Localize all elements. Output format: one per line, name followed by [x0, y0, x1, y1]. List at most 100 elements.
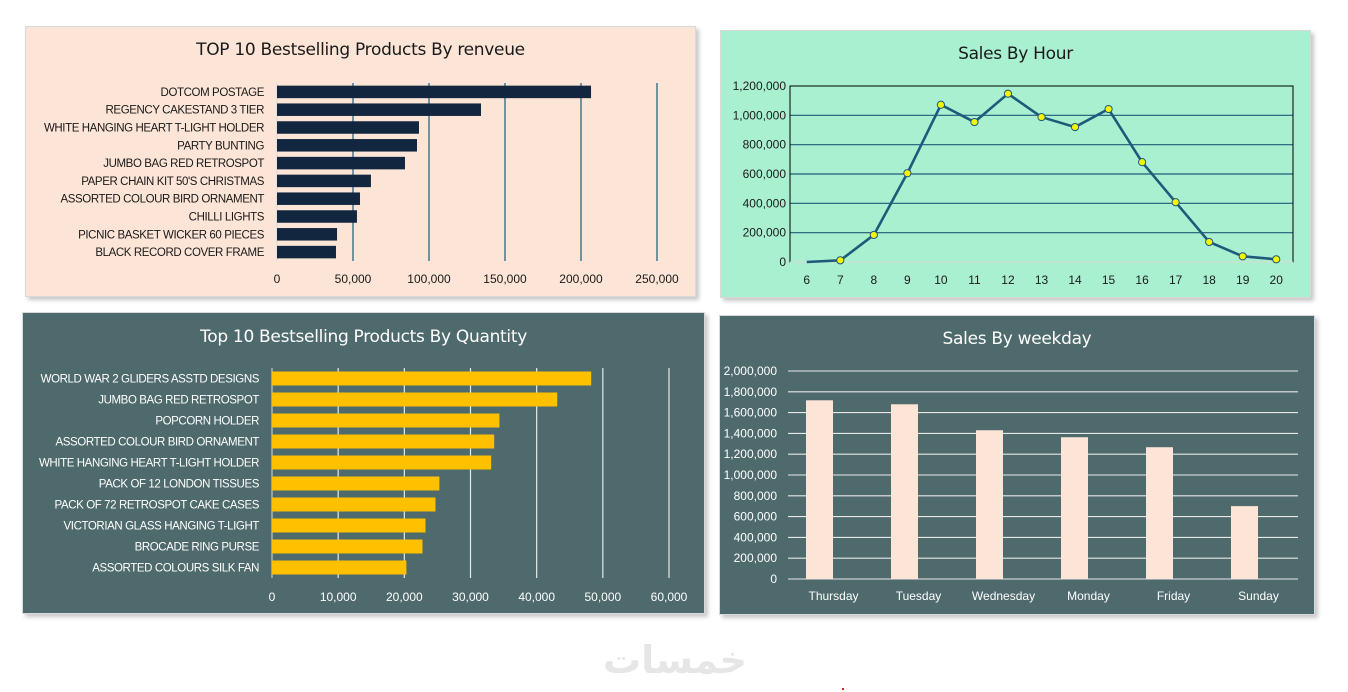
category-label: ASSORTED COLOUR BIRD ORNAMENT: [60, 194, 264, 206]
x-tick-label: 7: [837, 273, 844, 287]
data-point: [1003, 89, 1013, 98]
x-tick-label: Thursday: [808, 589, 858, 603]
bar: [277, 156, 405, 170]
bar: [272, 497, 436, 512]
bar: [272, 560, 407, 575]
revenue-chart-title: TOP 10 Bestselling Products By renveue: [196, 40, 525, 60]
category-label: BLACK RECORD COVER FRAME: [95, 247, 264, 259]
y-tick-label: 1,600,000: [724, 406, 778, 420]
data-point: [936, 100, 945, 109]
weekday-chart-svg: 0 200,000 400,000 600,000 800,000 1,000,000 1,…: [724, 364, 1298, 603]
x-tick-label: 13: [1035, 273, 1049, 287]
category-label: PARTY BUNTING: [177, 140, 264, 152]
category-label: JUMBO BAG RED RETROSPOT: [103, 158, 264, 170]
y-tick-label: 1,000,000: [724, 468, 778, 482]
x-tick-label: 30,000: [452, 590, 489, 604]
revenue-chart-panel: TOP 10 Bestselling Products By renveue D…: [25, 26, 696, 297]
x-tick-label: 8: [870, 273, 877, 287]
data-point: [1171, 198, 1180, 207]
x-tick-label: 50,000: [335, 272, 372, 286]
bar: [272, 539, 423, 554]
x-tick-label: 20: [1270, 273, 1284, 287]
x-tick-label: 10: [934, 273, 948, 287]
watermark-logo: خمسات: [603, 638, 747, 682]
data-point: [836, 256, 845, 265]
data-point: [869, 230, 878, 240]
bar: [272, 392, 558, 407]
x-tick-label: 19: [1236, 273, 1250, 287]
data-point: [1272, 255, 1281, 264]
category-label: POPCORN HOLDER: [155, 416, 259, 428]
data-point: [970, 117, 979, 127]
hour-chart-svg: 0 200,000 400,000 600,000 800,000 1,000,000 1,…: [733, 79, 1294, 287]
bar: [277, 121, 419, 134]
category-label: REGENCY CAKESTAND 3 TIER: [106, 105, 265, 117]
y-tick-label: 800,000: [743, 138, 787, 152]
quantity-chart-svg: WORLD WAR 2 GLIDERS ASSTD DESIGNS JUMBO B…: [39, 368, 688, 604]
x-tick-label: 0: [269, 590, 276, 604]
x-tick-label: 150,000: [483, 272, 527, 286]
category-label: PACK OF 12 LONDON TISSUES: [99, 479, 260, 491]
data-point: [1138, 158, 1147, 167]
y-tick-label: 200,000: [743, 226, 787, 240]
category-label: WHITE HANGING HEART T-LIGHT HOLDER: [44, 123, 264, 135]
x-tick-label: 11: [968, 273, 981, 287]
y-tick-label: 1,200,000: [724, 447, 778, 461]
hour-chart-panel: Sales By Hour 0 200,000 400,000 600,000 800,…: [720, 30, 1311, 298]
category-label: PICNIC BASKET WICKER 60 PIECES: [78, 229, 265, 241]
y-tick-label: 0: [770, 572, 777, 586]
bar: [277, 210, 357, 223]
data-point: [1070, 122, 1080, 132]
bar: [976, 430, 1003, 579]
bar: [277, 103, 481, 116]
bar: [272, 455, 492, 470]
category-label: BROCADE RING PURSE: [135, 542, 260, 554]
y-tick-label: 800,000: [734, 489, 778, 503]
y-tick-label: 0: [779, 255, 786, 269]
x-tick-label: 14: [1068, 273, 1082, 287]
data-point: [1238, 252, 1247, 261]
x-tick-label: 20,000: [386, 590, 423, 604]
quantity-chart-panel: Top 10 Bestselling Products By Quantity …: [22, 312, 705, 614]
bar: [277, 174, 371, 188]
y-tick-label: 1,800,000: [724, 385, 778, 399]
x-tick-label: 9: [904, 273, 911, 287]
x-tick-label: 40,000: [518, 590, 555, 604]
x-tick-label: Tuesday: [896, 589, 942, 603]
x-tick-label: 60,000: [651, 590, 688, 604]
category-label: ASSORTED COLOUR BIRD ORNAMENT: [55, 437, 259, 449]
bar: [277, 85, 592, 99]
x-tick-label: 17: [1169, 273, 1183, 287]
bar: [272, 371, 592, 386]
bar: [272, 476, 440, 491]
bar: [277, 139, 417, 152]
data-point: [1104, 104, 1113, 114]
data-point: [903, 169, 912, 178]
red-dot-artifact: [842, 688, 844, 690]
bar: [277, 245, 336, 259]
x-tick-label: 100,000: [407, 272, 451, 286]
x-tick-label: 16: [1135, 273, 1149, 287]
weekday-chart-panel: Sales By weekday 0 200,000 400,000 600,000 8…: [719, 315, 1315, 615]
y-tick-label: 2,000,000: [724, 364, 778, 378]
x-tick-label: Sunday: [1238, 589, 1279, 603]
quantity-chart-title: Top 10 Bestselling Products By Quantity: [200, 327, 527, 347]
category-label: CHILLI LIGHTS: [189, 212, 265, 224]
bar: [277, 192, 360, 205]
bar: [272, 518, 426, 533]
x-tick-label: 15: [1102, 273, 1116, 287]
bar: [806, 400, 833, 579]
bar: [1231, 506, 1258, 579]
x-tick-label: 50,000: [584, 590, 621, 604]
x-tick-label: 18: [1202, 273, 1216, 287]
data-point: [1037, 112, 1046, 122]
y-tick-label: 1,400,000: [724, 426, 778, 440]
category-label: PAPER CHAIN KIT 50'S CHRISTMAS: [81, 176, 264, 188]
x-tick-label: 250,000: [635, 272, 679, 286]
x-tick-label: Wednesday: [972, 589, 1035, 603]
y-tick-label: 400,000: [734, 530, 778, 544]
y-tick-label: 400,000: [743, 196, 787, 210]
y-tick-label: 1,200,000: [733, 79, 787, 93]
y-tick-label: 600,000: [743, 167, 787, 181]
data-point: [1205, 237, 1214, 247]
